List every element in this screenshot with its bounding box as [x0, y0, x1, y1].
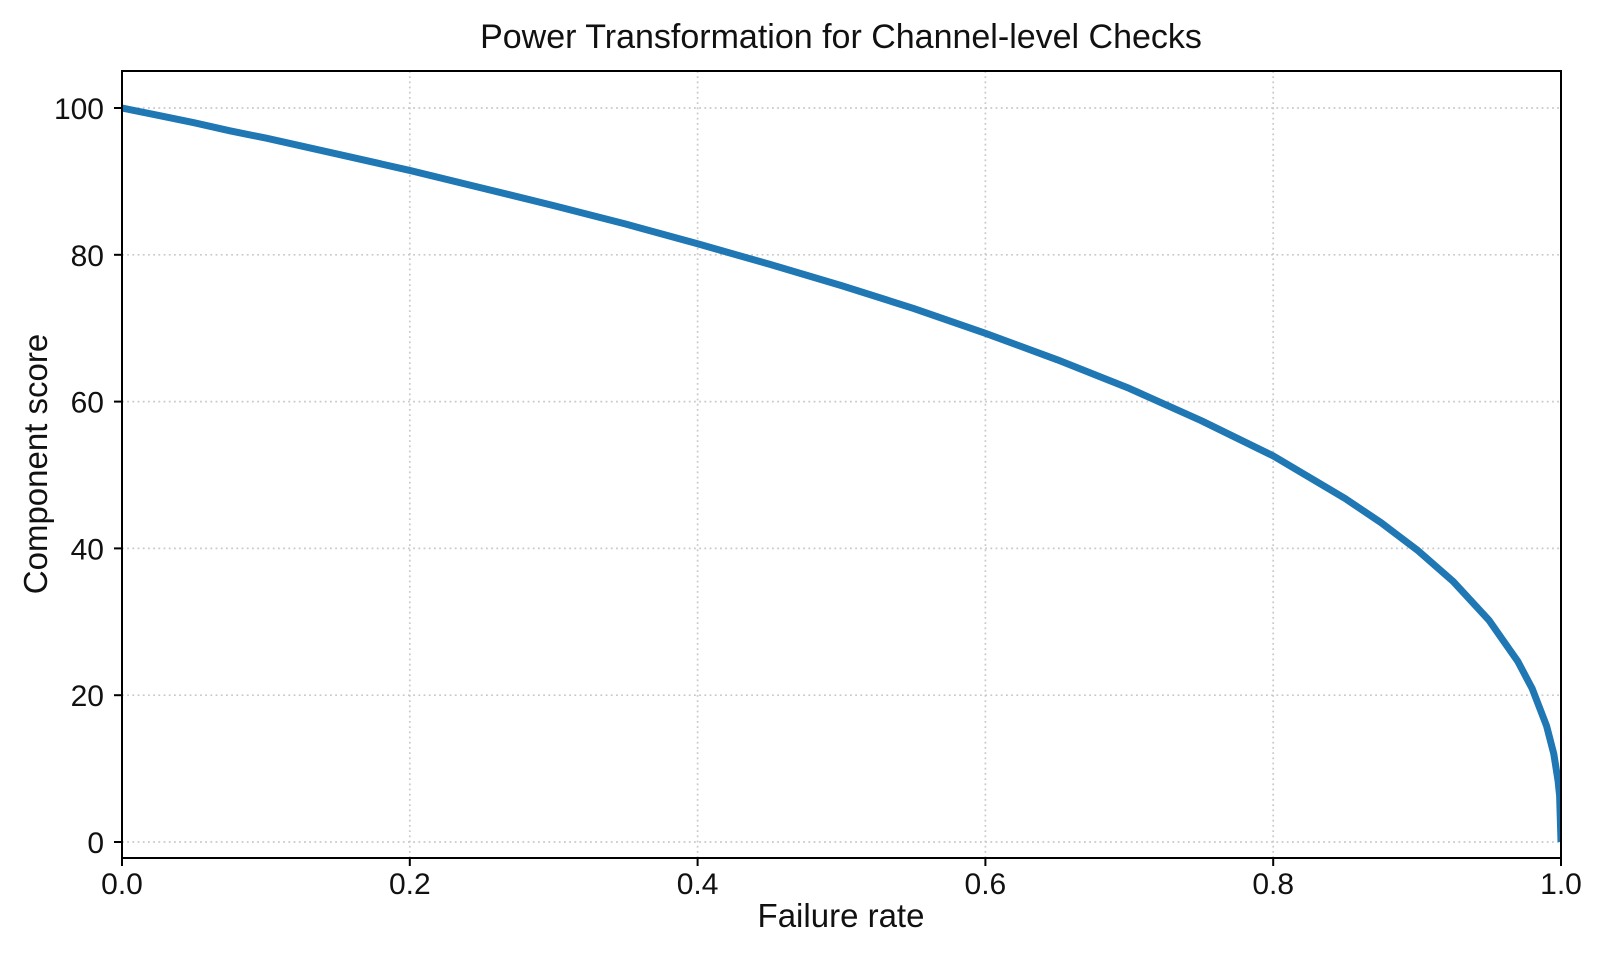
y-tick-label: 100 [54, 93, 104, 126]
series-line-power-transformation-curve [122, 104, 1561, 843]
x-axis-label: Failure rate [758, 897, 925, 934]
x-tick-label: 0.8 [1252, 868, 1294, 901]
grid-layer [122, 71, 1561, 858]
y-tick-label: 80 [71, 240, 104, 273]
plot-border [121, 70, 1562, 859]
y-axis-label: Component score [17, 334, 54, 594]
tick-layer [114, 107, 1562, 866]
x-tick-label: 1.0 [1540, 868, 1582, 901]
y-tick-label: 40 [71, 533, 104, 566]
curve-layer [122, 104, 1561, 843]
tick-label-layer: 0.0 0.2 0.4 0.6 0.8 1.0 0 20 40 60 80 100 [54, 93, 1582, 901]
y-tick-label: 60 [71, 387, 104, 420]
x-tick-label: 0.4 [677, 868, 719, 901]
y-tick-label: 0 [87, 827, 104, 860]
y-tick-label: 20 [71, 680, 104, 713]
x-tick-label: 0.0 [101, 868, 143, 901]
x-tick-label: 0.2 [389, 868, 431, 901]
x-tick-label: 0.6 [965, 868, 1007, 901]
chart-title: Power Transformation for Channel-level C… [480, 18, 1202, 56]
